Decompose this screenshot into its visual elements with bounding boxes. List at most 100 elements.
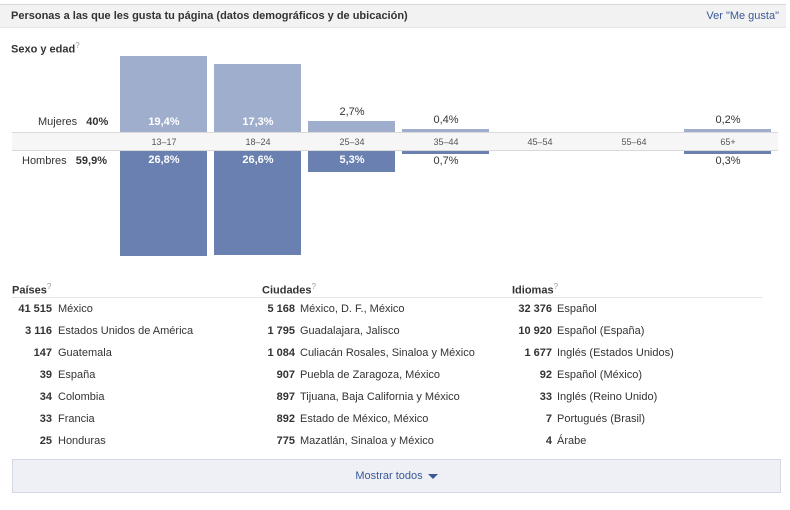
item-count: 907 xyxy=(276,369,295,381)
female-bar xyxy=(402,129,489,132)
male-bar xyxy=(684,151,771,154)
item-name: Francia xyxy=(58,413,95,425)
item-name: Colombia xyxy=(58,391,105,403)
female-total: 40% xyxy=(86,116,109,128)
countries-title: Países? xyxy=(12,280,262,298)
age-tick-label: 35–44 xyxy=(433,137,459,147)
list-item: 775 Mazatlán, Sinaloa y México xyxy=(262,430,512,452)
panel-title: Personas a las que les gusta tu página (… xyxy=(11,10,408,22)
item-count: 25 xyxy=(39,435,52,447)
view-likes-link[interactable]: Ver "Me gusta" xyxy=(706,10,779,22)
item-count: 1 084 xyxy=(267,347,295,359)
help-icon[interactable]: ? xyxy=(46,282,52,291)
chevron-down-icon xyxy=(427,473,438,479)
item-name: Guadalajara, Jalisco xyxy=(300,325,400,337)
item-name: Estados Unidos de América xyxy=(58,325,194,337)
female-value-label: 2,7% xyxy=(339,106,365,118)
item-name: Portugués (Brasil) xyxy=(557,413,646,425)
list-item: 41 515 México xyxy=(12,298,262,320)
help-icon[interactable]: ? xyxy=(311,282,316,291)
list-item: 1 795 Guadalajara, Jalisco xyxy=(262,320,512,342)
item-name: Puebla de Zaragoza, México xyxy=(300,369,441,381)
list-item: 892 Estado de México, México xyxy=(262,408,512,430)
item-count: 4 xyxy=(545,435,552,447)
list-item: 7 Portugués (Brasil) xyxy=(512,408,762,430)
list-item: 92 Español (México) xyxy=(512,364,762,386)
female-value-label: 0,2% xyxy=(715,114,741,126)
list-item: 4 Árabe xyxy=(512,430,762,452)
item-count: 7 xyxy=(545,413,552,425)
item-name: México xyxy=(58,303,93,315)
show-all-label: Mostrar todos xyxy=(355,470,423,482)
section-title-gender-age: Sexo y edad? xyxy=(11,41,80,56)
item-count: 34 xyxy=(39,391,52,403)
list-item: 3 116 Estados Unidos de América xyxy=(12,320,262,342)
age-tick-label: 55–64 xyxy=(621,137,647,147)
item-count: 1 677 xyxy=(524,347,552,359)
male-value-label: 26,8% xyxy=(148,154,180,166)
male-value-label: 5,3% xyxy=(339,154,365,166)
male-row-label: Hombres 59,9% xyxy=(22,155,107,167)
item-count: 1 795 xyxy=(267,325,295,337)
age-tick-label: 18–24 xyxy=(245,137,271,147)
age-axis-band xyxy=(12,132,778,151)
languages-list: 32 376 Español 10 920 Español (España) 1 677… xyxy=(512,298,762,452)
item-count: 147 xyxy=(33,347,52,359)
item-count: 3 116 xyxy=(25,325,52,337)
list-item: 10 920 Español (España) xyxy=(512,320,762,342)
item-count: 5 168 xyxy=(267,303,295,315)
list-item: 34 Colombia xyxy=(12,386,262,408)
item-count: 10 920 xyxy=(518,325,552,337)
item-name: México, D. F., México xyxy=(300,303,405,315)
list-item: 5 168 México, D. F., México xyxy=(262,298,512,320)
male-value-label: 0,3% xyxy=(715,155,741,167)
list-item: 1 677 Inglés (Estados Unidos) xyxy=(512,342,762,364)
item-count: 892 xyxy=(276,413,295,425)
item-count: 33 xyxy=(39,413,52,425)
male-value-label: 26,6% xyxy=(242,154,274,166)
female-value-label: 17,3% xyxy=(242,116,274,128)
item-count: 775 xyxy=(276,435,295,447)
list-item: 39 España xyxy=(12,364,262,386)
help-icon[interactable]: ? xyxy=(75,41,80,50)
male-bar xyxy=(120,151,207,256)
item-name: Tijuana, Baja California y México xyxy=(300,391,460,403)
female-value-label: 0,4% xyxy=(433,114,459,126)
item-name: Inglés (Estados Unidos) xyxy=(557,347,674,359)
item-name: España xyxy=(58,369,96,381)
item-count: 41 515 xyxy=(18,303,52,315)
item-count: 32 376 xyxy=(518,303,552,315)
list-item: 907 Puebla de Zaragoza, México xyxy=(262,364,512,386)
male-bar xyxy=(402,151,489,154)
item-name: Guatemala xyxy=(58,347,112,359)
help-icon[interactable]: ? xyxy=(553,282,559,291)
female-value-label: 19,4% xyxy=(148,116,180,128)
item-count: 39 xyxy=(39,369,52,381)
cities-column: Ciudades? 5 168 México, D. F., México 1 79… xyxy=(262,280,512,452)
list-item: 33 Inglés (Reino Unido) xyxy=(512,386,762,408)
item-name: Estado de México, México xyxy=(300,413,429,425)
item-count: 92 xyxy=(539,369,552,381)
age-tick-label: 25–34 xyxy=(339,137,365,147)
list-item: 33 Francia xyxy=(12,408,262,430)
item-name: Mazatlán, Sinaloa y México xyxy=(300,435,434,447)
languages-title: Idiomas? xyxy=(512,280,762,298)
item-name: Español xyxy=(557,303,597,315)
languages-column: Idiomas? 32 376 Español 10 920 Español (Esp… xyxy=(512,280,762,452)
male-total: 59,9% xyxy=(75,155,107,167)
panel-header: Personas a las que les gusta tu página (… xyxy=(0,4,786,28)
female-bar xyxy=(684,129,771,132)
list-item: 147 Guatemala xyxy=(12,342,262,364)
list-item: 32 376 Español xyxy=(512,298,762,320)
female-bar xyxy=(308,121,395,132)
female-bar xyxy=(214,64,301,132)
item-name: Español (México) xyxy=(557,369,642,381)
cities-list: 5 168 México, D. F., México 1 795 Guadalaja… xyxy=(262,298,512,452)
male-bar xyxy=(308,151,395,172)
list-item: 1 084 Culiacán Rosales, Sinaloa y México xyxy=(262,342,512,364)
female-row-label: Mujeres 40% xyxy=(38,116,109,128)
age-tick-label: 65+ xyxy=(720,137,736,147)
show-all-button[interactable]: Mostrar todos xyxy=(12,459,781,493)
item-name: Culiacán Rosales, Sinaloa y México xyxy=(300,347,475,359)
list-item: 25 Honduras xyxy=(12,430,262,452)
